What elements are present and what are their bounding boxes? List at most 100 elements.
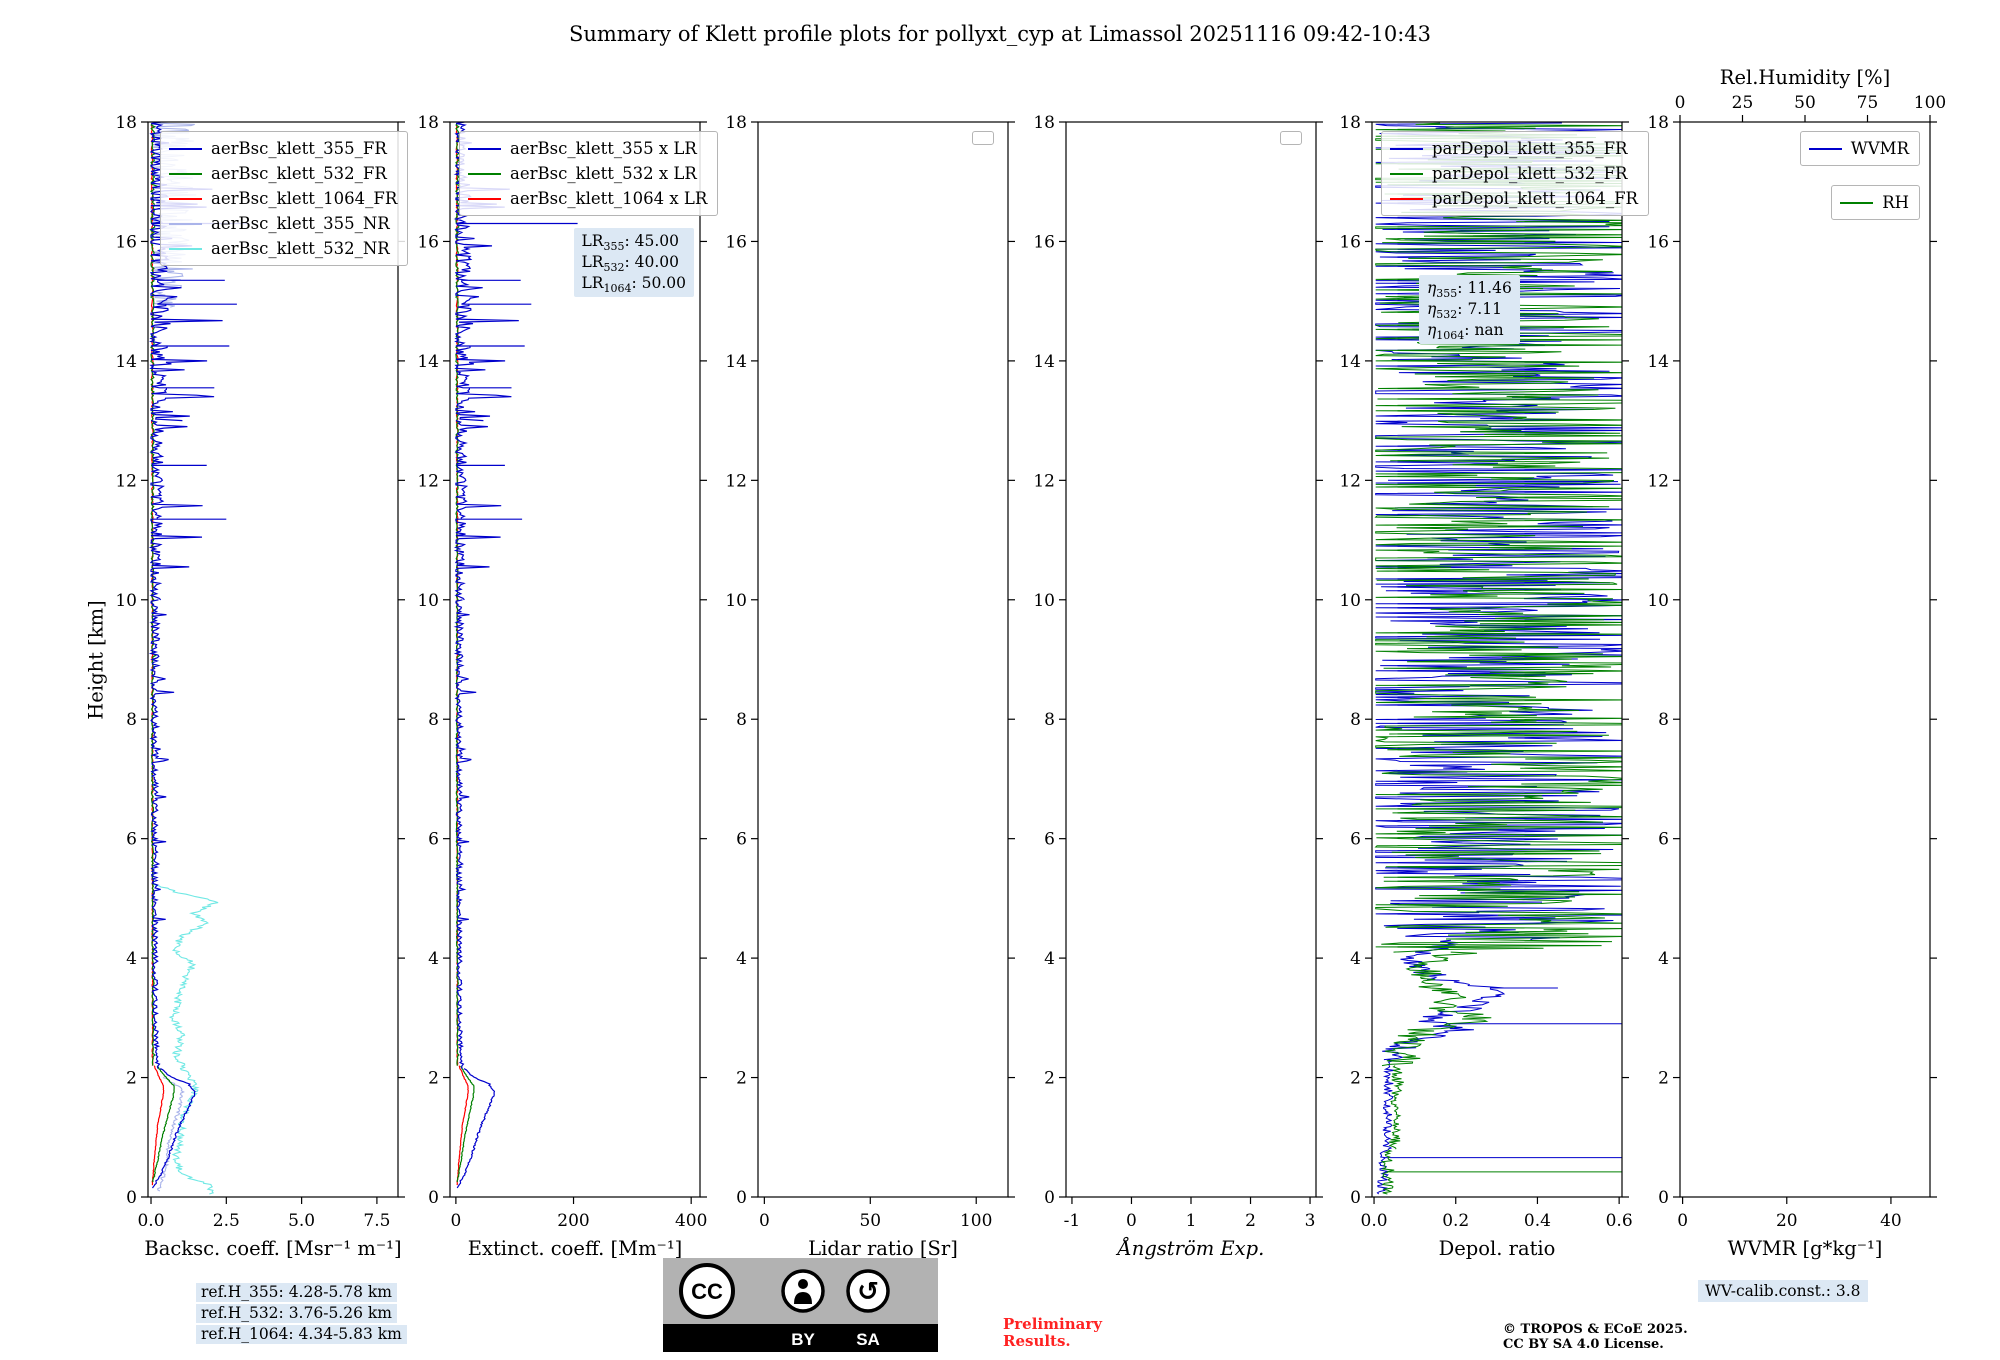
y-tick-label: 14: [115, 352, 137, 372]
y-tick-label: 18: [1647, 113, 1669, 133]
series-aerBsc_klett_355_xLR: [453, 420, 523, 601]
y-tick-label: 2: [736, 1069, 747, 1089]
y-tick-label: 0: [428, 1188, 439, 1208]
y-tick-label: 0: [1044, 1188, 1055, 1208]
y-tick-label: 12: [1033, 471, 1055, 491]
y-tick-label: 6: [428, 830, 439, 850]
x-tick-label: -1: [1064, 1211, 1081, 1231]
preliminary-results-note: Preliminary Results.: [1003, 1316, 1102, 1350]
series-aerBsc_klett_1064_FR: [151, 1065, 165, 1186]
y-tick-label: 12: [1339, 471, 1361, 491]
y-tick-label: 12: [725, 471, 747, 491]
y-tick-label: 2: [1044, 1069, 1055, 1089]
y-axis-angstroem: 0 2 4 6 8 10 12 14 16 18: [1033, 113, 1323, 1208]
y-tick-label: 0: [1658, 1188, 1669, 1208]
series-aerBsc_klett_532_NR: [150, 882, 219, 1195]
y-tick-label: 4: [736, 949, 747, 969]
series-parDepol_klett_532_FR: [1380, 1149, 1622, 1195]
cc-sa-label: SA: [856, 1330, 880, 1349]
y-tick-label: 4: [1044, 949, 1055, 969]
cc-logo-text: CC: [691, 1279, 723, 1304]
x-axis-title-lidar_ratio: Lidar ratio [Sr]: [808, 1237, 958, 1260]
x-axis-title-depol: Depol. ratio: [1439, 1237, 1556, 1260]
series-parDepol_klett_355_FR: [1382, 1059, 1395, 1150]
y-tick-label: 8: [1350, 710, 1361, 730]
top-tick-label: 25: [1732, 93, 1754, 113]
x-axis-title-wvmr: WVMR [g*kg⁻¹]: [1728, 1237, 1883, 1260]
y-tick-label: 2: [1658, 1069, 1669, 1089]
top-tick-label: 100: [1914, 93, 1946, 113]
y-tick-label: 6: [126, 830, 137, 850]
x-tick-label: 20: [1776, 1211, 1798, 1231]
wv-calibration-annotation: WV-calib.const.: 3.8: [1698, 1280, 1868, 1302]
x-tick-label: 0.4: [1524, 1211, 1551, 1231]
person-head: [798, 1279, 808, 1289]
y-tick-label: 18: [1339, 113, 1361, 133]
ref-height-1064: ref.H_1064: 4.34-5.83 km: [196, 1325, 407, 1344]
x-axis-angstroem: -1 0 1 2 3: [1064, 1197, 1316, 1231]
copyright-line2: CC BY SA 4.0 License.: [1503, 1337, 1664, 1352]
y-axis-depol: 0 2 4 6 8 10 12 14 16 18: [1339, 113, 1629, 1208]
y-tick-label: 10: [1647, 591, 1669, 611]
y-tick-label: 12: [417, 471, 439, 491]
y-tick-label: 14: [725, 352, 747, 372]
y-tick-label: 16: [1339, 232, 1361, 252]
y-tick-label: 14: [417, 352, 439, 372]
panel-depol: 0 2 4 6 8 10 12 14 16 18 0.0 0.2 0.4 0.6 Depol. ratio: [1339, 113, 1632, 1260]
x-axis-backscatter: 0.0 2.5 5.0 7.5: [137, 1197, 390, 1231]
series-aerBsc_klett_355_xLR: [453, 181, 578, 422]
x-tick-label: 0: [1126, 1211, 1137, 1231]
x-tick-label: 0.2: [1442, 1211, 1469, 1231]
cc-by-label: BY: [791, 1330, 815, 1349]
y-tick-label: 4: [126, 949, 137, 969]
y-tick-label: 6: [1044, 830, 1055, 850]
series-aerBsc_klett_355_FR: [149, 122, 170, 183]
y-tick-label: 0: [736, 1188, 747, 1208]
y-tick-label: 18: [417, 113, 439, 133]
y-tick-label: 12: [115, 471, 137, 491]
y-tick-label: 8: [1044, 710, 1055, 730]
y-tick-label: 16: [725, 232, 747, 252]
y-tick-label: 8: [1658, 710, 1669, 730]
x-tick-label: 0: [759, 1211, 770, 1231]
y-tick-label: 4: [1350, 949, 1361, 969]
panel-frame: [147, 121, 399, 1198]
series-parDepol_klett_355_FR: [1382, 939, 1622, 1061]
y-axis-lidar_ratio: 0 2 4 6 8 10 12 14 16 18: [725, 113, 1015, 1208]
person-body: [794, 1292, 812, 1304]
y-tick-label: 18: [1033, 113, 1055, 133]
y-tick-label: 16: [1647, 232, 1669, 252]
x-tick-label: 3: [1305, 1211, 1316, 1231]
top-axis-wvmr: 0 25 50 75 100: [1675, 93, 1946, 122]
series-aerBsc_klett_532_xLR: [456, 1065, 475, 1183]
y-tick-label: 10: [115, 591, 137, 611]
panel-frame: [1679, 121, 1931, 1198]
series-aerBsc_klett_355_xLR: [453, 599, 477, 1069]
y-tick-label: 4: [428, 949, 439, 969]
y-tick-label: 2: [1350, 1069, 1361, 1089]
y-tick-label: 16: [417, 232, 439, 252]
y-tick-label: 2: [428, 1069, 439, 1089]
x-axis-title-extinction: Extinct. coeff. [Mm⁻¹]: [468, 1237, 683, 1260]
y-tick-label: 10: [1339, 591, 1361, 611]
x-tick-label: 50: [859, 1211, 881, 1231]
x-tick-label: 1: [1186, 1211, 1197, 1231]
x-axis-title-angstroem: Ångström Exp.: [1116, 1235, 1265, 1260]
y-tick-label: 14: [1339, 352, 1361, 372]
panel-wvmr: 0 2 4 6 8 10 12 14 16 18 0 20 40 WVMR [g*kg⁻¹] 0 25 50 75…: [1647, 93, 1946, 1260]
series-aerBsc_klett_532_FR: [152, 1065, 175, 1183]
cc-logo-icon: [679, 1263, 735, 1319]
panel-backscatter: 0 2 4 6 8 10 12 14 16 18 0.0 2.5 5.0 7.5 Backsc. coeff…: [115, 113, 405, 1260]
panel-frame: [449, 121, 701, 1198]
y-tick-label: 6: [1658, 830, 1669, 850]
preliminary-line2: Results.: [1003, 1332, 1071, 1350]
x-axis-wvmr: 0 20 40: [1677, 1197, 1902, 1231]
preliminary-line1: Preliminary: [1003, 1315, 1102, 1333]
cc-badge-bottom-bar: [663, 1324, 938, 1352]
top-tick-label: 75: [1857, 93, 1879, 113]
x-tick-label: 0.0: [1361, 1211, 1388, 1231]
x-tick-label: 400: [675, 1211, 707, 1231]
top-tick-label: 50: [1794, 93, 1816, 113]
